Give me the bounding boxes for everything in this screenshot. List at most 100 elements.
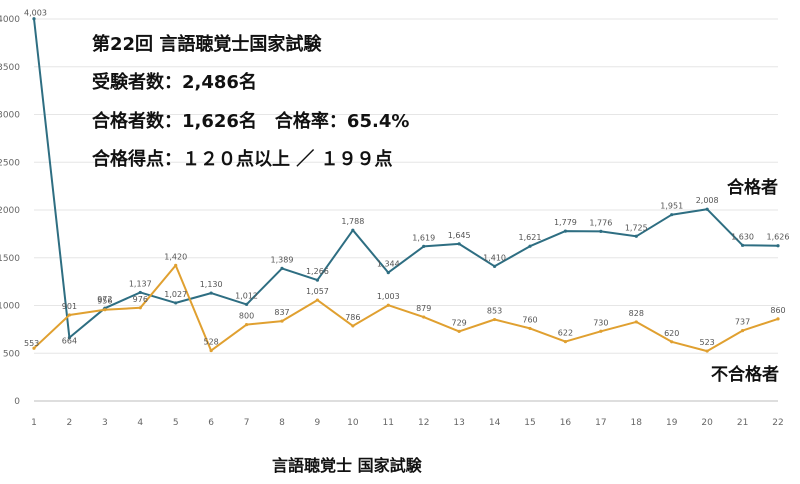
data-label-fail: 523 xyxy=(700,338,715,347)
data-label-pass: 1,266 xyxy=(306,267,329,276)
data-label-fail: 1,057 xyxy=(306,287,329,296)
data-label-fail: 760 xyxy=(522,315,537,324)
data-label-fail: 620 xyxy=(664,329,679,338)
y-tick-label: 1000 xyxy=(0,302,20,312)
data-label-fail: 737 xyxy=(735,318,750,327)
examinee-count: 受験者数：2,486名 xyxy=(92,72,257,93)
x-axis-title: 言語聴覚士 国家試験 xyxy=(272,456,422,475)
x-tick-label: 14 xyxy=(489,418,501,428)
data-point-fail xyxy=(32,346,36,350)
x-tick-label: 13 xyxy=(453,418,464,428)
data-point-pass xyxy=(492,264,497,268)
data-label-fail: 879 xyxy=(416,304,431,313)
data-label-pass: 1,130 xyxy=(200,280,223,289)
data-point-fail xyxy=(244,323,249,327)
x-tick-label: 8 xyxy=(279,418,285,428)
data-point-fail xyxy=(280,319,284,323)
data-label-pass: 1,621 xyxy=(519,233,542,242)
data-label-pass: 1,645 xyxy=(448,231,471,240)
data-label-fail: 837 xyxy=(274,308,289,317)
data-label-pass: 2,008 xyxy=(696,196,719,205)
data-label-pass: 1,344 xyxy=(377,260,400,269)
data-point-pass xyxy=(315,278,320,282)
data-label-pass: 1,137 xyxy=(129,279,152,288)
data-label-pass: 1,788 xyxy=(341,217,364,226)
x-tick-label: 22 xyxy=(772,418,783,428)
data-point-fail xyxy=(138,306,142,310)
data-label-fail: 956 xyxy=(97,297,112,306)
data-point-pass xyxy=(528,244,532,248)
data-point-fail xyxy=(670,340,674,344)
data-label-fail: 1,003 xyxy=(377,292,400,301)
y-tick-label: 2500 xyxy=(0,158,20,168)
series-line-fail xyxy=(33,264,779,353)
data-point-fail xyxy=(563,339,568,344)
data-point-pass xyxy=(386,271,390,275)
data-label-fail: 730 xyxy=(593,318,608,327)
data-label-pass: 1,630 xyxy=(731,232,754,241)
data-point-pass xyxy=(634,234,638,238)
data-point-fail xyxy=(174,263,178,267)
x-tick-label: 11 xyxy=(383,418,394,428)
data-label-pass: 1,725 xyxy=(625,223,648,232)
data-point-pass xyxy=(209,291,213,295)
data-point-pass xyxy=(32,17,36,21)
data-point-fail xyxy=(740,329,745,333)
data-label-pass: 1,776 xyxy=(589,218,612,227)
y-tick-label: 500 xyxy=(3,349,20,359)
series-line-pass xyxy=(33,18,779,339)
x-tick-label: 15 xyxy=(524,418,535,428)
data-point-fail xyxy=(386,303,390,307)
data-label-fail: 860 xyxy=(770,306,785,315)
x-tick-label: 3 xyxy=(102,418,108,428)
data-point-pass xyxy=(244,302,249,306)
series-label-pass: 合格者 xyxy=(727,178,778,198)
y-tick-label: 4000 xyxy=(0,15,20,25)
data-point-fail xyxy=(209,348,213,353)
data-label-fail: 528 xyxy=(204,338,219,347)
x-tick-label: 17 xyxy=(595,418,606,428)
data-label-fail: 976 xyxy=(133,295,148,304)
data-label-pass: 1,012 xyxy=(235,291,258,300)
y-tick-label: 1500 xyxy=(0,254,20,264)
data-point-fail xyxy=(634,320,638,324)
data-label-pass: 1,619 xyxy=(412,233,435,242)
data-point-fail xyxy=(103,308,107,312)
data-label-fail: 786 xyxy=(345,313,360,322)
data-label-fail: 853 xyxy=(487,307,502,316)
data-label-pass: 1,779 xyxy=(554,218,577,227)
x-tick-label: 9 xyxy=(315,418,321,428)
data-label-pass: 1,410 xyxy=(483,253,506,262)
y-tick-label: 0 xyxy=(14,397,20,407)
data-label-fail: 622 xyxy=(558,329,573,338)
passing-score: 合格得点：１２０点以上 ／ １９９点 xyxy=(92,149,393,170)
data-label-pass: 972 xyxy=(97,295,112,304)
data-point-fail xyxy=(599,329,603,333)
x-tick-label: 12 xyxy=(418,418,429,428)
y-tick-label: 3500 xyxy=(0,63,20,73)
data-point-pass xyxy=(351,228,355,232)
data-point-pass xyxy=(174,301,178,305)
data-point-pass xyxy=(670,213,674,217)
x-tick-label: 2 xyxy=(67,418,73,428)
data-label-fail: 1,420 xyxy=(164,252,187,261)
x-tick-label: 20 xyxy=(701,418,713,428)
data-label-pass: 1,951 xyxy=(660,202,683,211)
data-point-fail xyxy=(492,317,497,322)
data-point-pass xyxy=(776,244,780,248)
data-point-pass xyxy=(599,229,603,233)
exam-title: 第22回 言語聴覚士国家試験 xyxy=(92,34,322,55)
x-tick-label: 10 xyxy=(347,418,359,428)
data-point-pass xyxy=(705,207,709,211)
series-label-fail: 不合格者 xyxy=(711,365,779,385)
data-point-pass xyxy=(138,290,142,295)
x-tick-label: 1 xyxy=(31,418,37,428)
data-point-pass xyxy=(67,335,72,340)
x-tick-label: 21 xyxy=(737,418,748,428)
data-point-pass xyxy=(457,242,461,246)
data-label-fail: 901 xyxy=(62,302,77,311)
y-tick-label: 2000 xyxy=(0,206,20,216)
data-point-fail xyxy=(315,298,320,302)
data-label-fail: 800 xyxy=(239,312,254,321)
x-tick-label: 18 xyxy=(631,418,643,428)
